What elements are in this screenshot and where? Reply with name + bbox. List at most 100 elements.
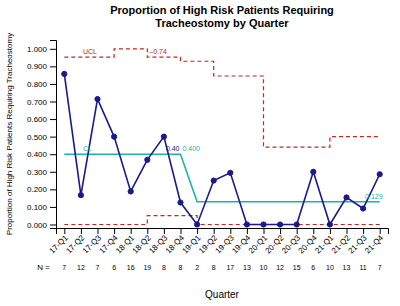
point: [228, 170, 233, 175]
n-value: 7: [378, 264, 382, 271]
n-value: 13: [343, 264, 351, 271]
y-tick-label: 0.800: [27, 80, 48, 89]
x-axis: 17-Q117-Q217-Q317-Q418-Q118-Q218-Q318-Q4…: [48, 228, 389, 255]
point: [95, 96, 100, 101]
n-value: 7: [96, 264, 100, 271]
n-value: 8: [162, 264, 166, 271]
x-tick-mark: [230, 228, 231, 234]
title: Proportion of High Risk Patients Requiri…: [110, 4, 334, 29]
y-tick-label: 0.400: [27, 150, 48, 159]
x-tick-label: 21-Q4: [363, 233, 385, 255]
x-axis-line: [57, 229, 389, 235]
y-tick-label: 1.000: [27, 45, 48, 54]
point: [311, 169, 316, 174]
point: [112, 134, 117, 139]
point: [128, 189, 133, 194]
y-tick-mark: [50, 66, 56, 67]
title-line: Tracheostomy by Quarter: [155, 17, 289, 29]
y-tick-mark: [50, 119, 56, 120]
x-tick-mark: [363, 228, 364, 234]
line: [64, 74, 379, 225]
y-tick: 0.400: [27, 150, 56, 159]
x-tick-mark: [64, 228, 65, 234]
n-value: 10: [326, 264, 334, 271]
n-value: 2: [195, 264, 199, 271]
x-tick-mark: [98, 228, 99, 234]
x-axis-title: Quarter: [205, 289, 240, 300]
x-tick-mark: [147, 228, 148, 234]
y-tick: 0.900: [27, 62, 56, 71]
x-tick-mark: [297, 228, 298, 234]
x-tick-mark: [264, 228, 265, 234]
y-tick-mark: [50, 49, 56, 50]
point: [62, 71, 67, 76]
y-tick: 0.200: [27, 185, 56, 194]
n-label: N =: [37, 263, 50, 272]
line: [64, 154, 379, 202]
point: [361, 206, 366, 211]
n-row: N =7127616198828171310121561013117: [37, 263, 381, 272]
y-axis: 0.000 0.100 0.200 0.300 0.400 0.500 0.600 0.700…: [27, 41, 57, 230]
y-tick-label: 0.300: [27, 168, 48, 177]
point: [344, 195, 349, 200]
n-value: 15: [293, 264, 301, 271]
y-tick: 0.700: [27, 98, 56, 107]
n-value: 13: [243, 264, 251, 271]
n-value: 17: [226, 264, 234, 271]
point: [278, 222, 283, 227]
n-value: 8: [179, 264, 183, 271]
point: [294, 222, 299, 227]
y-tick-label: 0.700: [27, 98, 48, 107]
x-tick-mark: [247, 228, 248, 234]
y-tick-mark: [50, 137, 56, 138]
annotation: 0.40: [166, 145, 180, 152]
y-tick-label: 0.200: [27, 185, 48, 194]
n-value: 12: [77, 264, 85, 271]
point: [377, 172, 382, 177]
annotations: UCL –0.74 CL 0.400.400 0.129: [83, 48, 383, 200]
y-tick-label: 0.000: [27, 221, 48, 230]
annotation: –0.74: [149, 48, 167, 55]
n-value: 19: [143, 264, 151, 271]
y-tick: 0.500: [27, 133, 56, 142]
annotation: CL: [83, 145, 92, 152]
x-tick-mark: [181, 228, 182, 234]
y-tick: 0.300: [27, 168, 56, 177]
n-value: 11: [359, 264, 366, 271]
x-tick: 21-Q4: [363, 228, 385, 255]
y-tick-label: 0.500: [27, 133, 48, 142]
x-tick-mark: [131, 228, 132, 234]
x-tick-mark: [347, 228, 348, 234]
chart: 0.000 0.100 0.200 0.300 0.400 0.500 0.600 0.700…: [0, 0, 400, 306]
y-axis-line: [50, 41, 57, 229]
y-tick-label: 0.900: [27, 62, 48, 71]
point: [195, 222, 200, 227]
y-tick-label: 0.600: [27, 115, 48, 124]
annotation: 0.129: [365, 193, 383, 200]
x-tick-mark: [164, 228, 165, 234]
x-tick-mark: [330, 228, 331, 234]
point: [261, 222, 266, 227]
x-tick-mark: [380, 228, 381, 234]
n-value: 7: [62, 264, 66, 271]
y-tick: 0.100: [27, 203, 56, 212]
annotation: 0.400: [183, 145, 201, 152]
y-tick: 0.600: [27, 115, 56, 124]
y-tick-mark: [50, 189, 56, 190]
point: [78, 193, 83, 198]
x-tick-mark: [313, 228, 314, 234]
n-value: 6: [112, 264, 116, 271]
point: [145, 157, 150, 162]
n-value: 10: [260, 264, 268, 271]
y-tick: 0.800: [27, 80, 56, 89]
plot-area: [62, 49, 383, 227]
title-line: Proportion of High Risk Patients Requiri…: [110, 4, 334, 16]
y-tick-label: 0.100: [27, 203, 48, 212]
x-tick-mark: [197, 228, 198, 234]
annotation: UCL: [83, 48, 97, 55]
n-value: 6: [311, 264, 315, 271]
point: [161, 134, 166, 139]
point: [244, 222, 249, 227]
y-tick-mark: [50, 154, 56, 155]
n-value: 8: [212, 264, 216, 271]
